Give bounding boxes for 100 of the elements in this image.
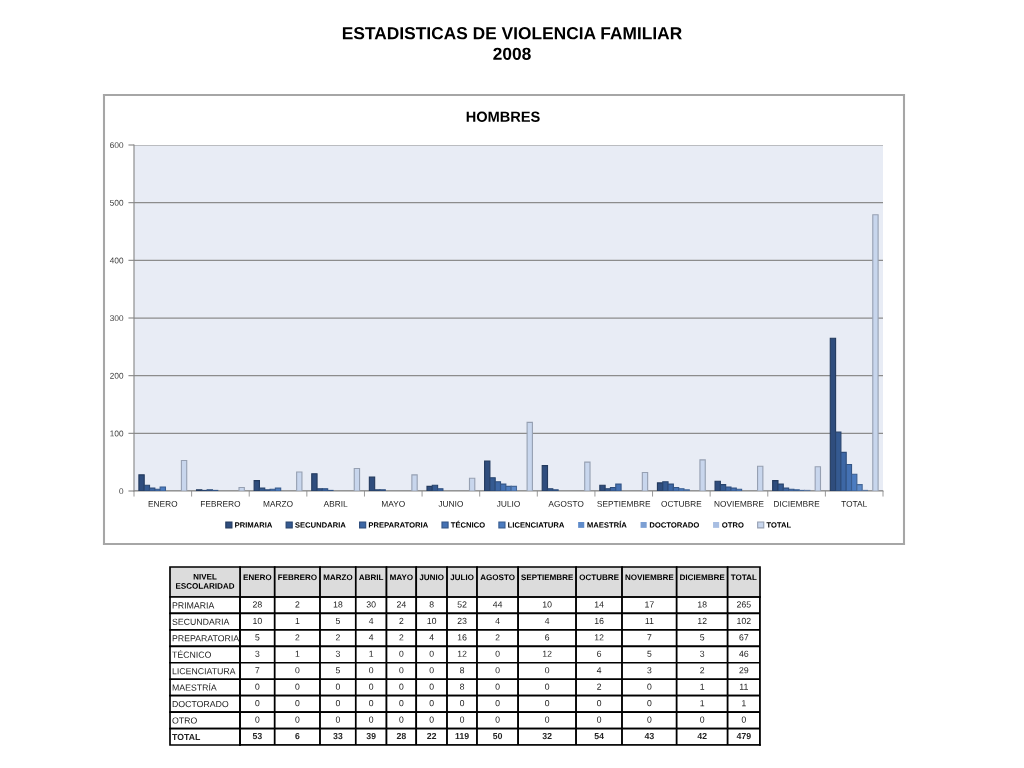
data-label: 1 [742,700,746,707]
data-label: 0 [255,716,260,723]
x-tick-label: ABRIL [323,501,348,507]
bar [699,459,706,491]
x-tick-label: JULIO [450,574,474,581]
bar [814,466,822,491]
data-label: 4 [495,617,500,624]
y-tick-label: 500 [110,199,124,206]
data-label: 42 [697,732,707,740]
data-label: 5 [335,617,340,625]
data-label: 0 [369,667,374,674]
data-label: 46 [739,650,749,657]
data-label: 10 [542,601,552,608]
data-label: 4 [368,634,374,641]
x-tick-label: TOTAL [841,500,867,507]
bar [368,476,376,491]
data-label: 5 [255,634,260,641]
data-label: 0 [545,667,550,674]
data-label: 28 [252,601,262,608]
data-label: 3 [255,650,260,657]
x-tick-label: MARZO [263,500,293,507]
data-label: 3 [647,667,652,674]
y-tick-label: DOCTORADO [172,700,229,708]
y-tick-label: 200 [110,372,124,379]
bar [180,459,188,491]
data-label: 0 [700,716,705,723]
data-label: 0 [545,683,550,690]
data-label: 8 [460,683,465,690]
data-label: 44 [492,601,503,608]
data-label: 0 [399,700,404,707]
x-tick-label: MAYO [381,500,405,507]
data-label: 2 [295,601,300,608]
y-tick-label: PREPARATORIA [172,635,240,642]
x-tick-label: AGOSTO [480,574,515,581]
data-label: 12 [594,634,604,641]
data-label: 8 [429,601,434,608]
data-label: 22 [427,732,437,740]
data-label: 0 [335,683,341,690]
data-label: 7 [647,634,652,641]
x-tick-label: NOVIEMBRE [625,574,674,581]
y-tick-label: MAESTRÍA [172,683,217,691]
data-label: 11 [645,617,654,624]
chart-title: ESTADISTICAS DE VIOLENCIA FAMILIAR 2008 [342,27,682,60]
data-label: 4 [368,617,374,624]
bar [311,473,318,491]
bar [782,487,790,491]
data-label: 0 [255,700,260,707]
data-label: 3 [700,650,705,657]
data-label: 0 [495,667,500,674]
data-label: 0 [335,700,341,707]
data-label: 4 [596,667,602,674]
data-label: 0 [369,683,374,690]
data-label: 0 [399,683,404,690]
data-label: 2 [597,683,602,690]
data-label: 24 [396,601,406,608]
data-label: 14 [594,601,604,608]
data-label: 3 [335,650,340,657]
y-tick-label: 0 [119,488,124,495]
y-tick-label: 600 [110,142,124,149]
data-label: 53 [252,732,262,740]
data-label: 2 [335,634,340,641]
data-label: 30 [366,601,376,608]
data-label: 0 [295,683,300,690]
x-tick-label: JUNIO [438,500,463,507]
data-label: 0 [495,716,500,723]
data-label: 10 [427,617,437,625]
data-label: 67 [739,634,749,641]
chart-subtitle: HOMBRES [466,111,540,122]
bar [426,485,433,491]
data-label: 0 [647,700,652,707]
bar [499,483,507,491]
bar [584,461,591,491]
data-label: 2 [295,634,300,641]
bar [316,488,323,491]
data-label: 0 [295,667,300,674]
bar [641,471,649,491]
data-label: 6 [597,650,602,657]
data-label: 0 [399,716,404,723]
data-label: 12 [697,617,707,624]
data-label: 2 [399,617,404,624]
bar [296,471,303,491]
bar [138,474,145,491]
data-label: 5 [700,634,705,641]
data-label: 52 [457,601,467,608]
data-label: 12 [542,650,552,657]
data-label: 0 [495,683,500,690]
data-label: 11 [739,683,748,690]
data-label: 102 [737,617,751,625]
bar [856,484,863,491]
data-label: 29 [739,667,749,674]
data-label: 0 [429,650,434,657]
x-tick-label: DICIEMBRE [680,574,725,581]
data-label: 0 [545,716,550,723]
data-label: 6 [295,732,300,740]
data-label: 0 [597,716,602,723]
y-tick-label: SECUNDARIA [172,618,230,625]
bar [546,488,554,491]
x-tick-label: ENERO [243,574,272,581]
bar [468,477,476,491]
y-tick-label: 100 [110,430,124,437]
